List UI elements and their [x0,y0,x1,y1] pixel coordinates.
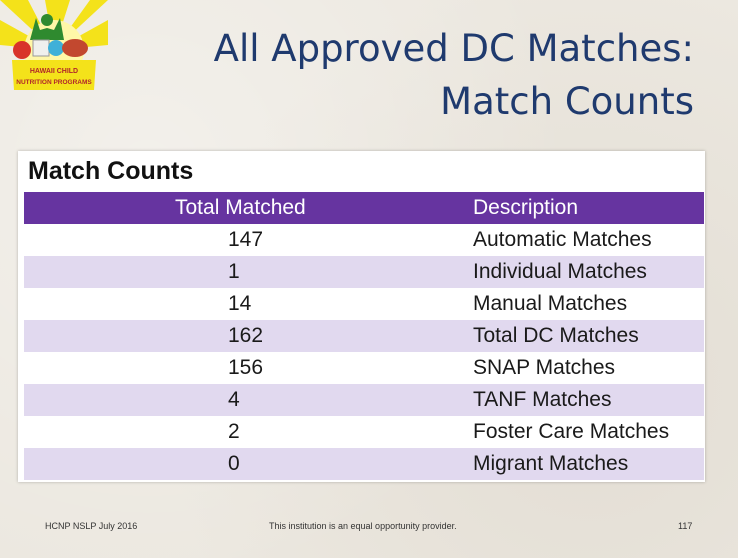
cell-total: 156 [228,356,264,379]
cell-total: 4 [228,388,240,411]
cell-description: Manual Matches [473,292,628,315]
cell-total: 2 [228,420,240,443]
cell-description: Individual Matches [473,260,647,283]
table-row: 156 SNAP Matches [24,352,704,384]
table-row: 2 Foster Care Matches [24,416,704,448]
cell-description: Automatic Matches [473,228,652,251]
table-row: 1 Individual Matches [24,256,704,288]
logo-graphic: HAWAII CHILD NUTRITION PROGRAMS [0,0,108,90]
panel-title: Match Counts [28,157,194,185]
table-row: 147 Automatic Matches [24,224,704,256]
footer-program-date: HCNP NSLP July 2016 [45,521,138,531]
table-row: 14 Manual Matches [24,288,704,320]
cell-total: 1 [228,260,240,283]
table-row: 162 Total DC Matches [24,320,704,352]
slide-title-line-2: Match Counts [440,80,694,123]
cell-total: 162 [228,324,264,347]
header-total-matched: Total Matched [175,196,306,219]
slide-title: All Approved DC Matches: Match Counts [174,22,694,128]
match-counts-panel: Match Counts Total Matched Description 1… [18,151,705,482]
header-description: Description [473,196,579,219]
cell-description: SNAP Matches [473,356,616,379]
cell-total: 14 [228,292,252,315]
slide-title-line-1: All Approved DC Matches: [213,27,694,70]
match-counts-table: Total Matched Description 147 Automatic … [24,192,704,480]
table-row: 4 TANF Matches [24,384,704,416]
cell-description: Total DC Matches [473,324,639,347]
cell-description: Foster Care Matches [473,420,670,443]
footer-page-number: 117 [678,521,693,531]
table-row: 0 Migrant Matches [24,448,704,480]
table-header-row: Total Matched Description [24,192,704,224]
cell-description: Migrant Matches [473,452,629,475]
cell-total: 147 [228,228,264,251]
svg-text:HAWAII CHILD: HAWAII CHILD [30,68,78,75]
hcnp-logo: HAWAII CHILD NUTRITION PROGRAMS [0,0,108,100]
cell-total: 0 [228,452,240,475]
cell-description: TANF Matches [473,388,612,411]
svg-text:NUTRITION PROGRAMS: NUTRITION PROGRAMS [16,79,92,86]
footer-equal-opportunity: This institution is an equal opportunity… [269,521,457,531]
